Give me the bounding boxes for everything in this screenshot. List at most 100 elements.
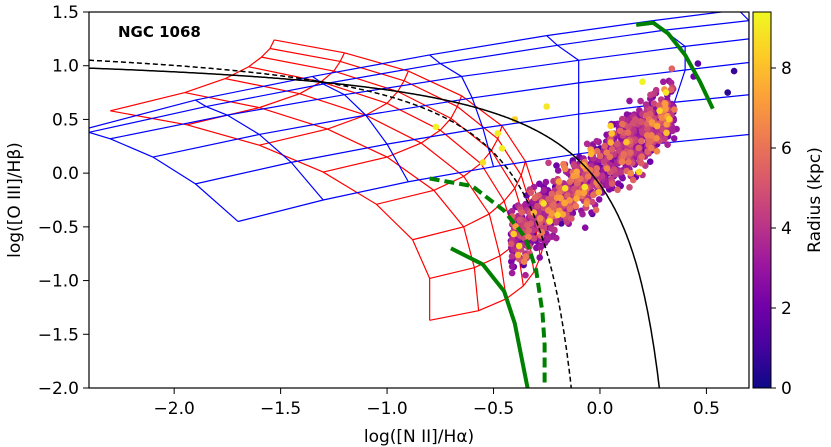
scatter-point: [627, 170, 635, 177]
scatter-point: [626, 184, 633, 191]
colorbar-tick-label: 8: [781, 59, 792, 79]
scatter-point: [557, 194, 564, 202]
scatter-point: [573, 168, 581, 176]
scatter-point: [581, 224, 589, 231]
plot-area: [89, 12, 749, 388]
scatter-point: [646, 158, 654, 165]
green-model-curve: [635, 20, 715, 110]
scatter-point: [608, 180, 616, 187]
scatter-point: [635, 144, 642, 152]
scatter-point: [573, 195, 580, 202]
scatter-point: [579, 210, 586, 218]
scatter-point: [670, 135, 678, 142]
colorbar-label: Radius (kpc): [805, 147, 825, 253]
y-axis-label: log([O III]/Hβ): [5, 142, 25, 258]
scatter-point: [508, 207, 516, 215]
colorbar-tick-label: 4: [781, 219, 792, 239]
scatter-point: [624, 129, 632, 136]
scatter-point: [730, 67, 738, 75]
scatter-point: [614, 186, 621, 194]
scatter-point: [639, 78, 646, 86]
scatter-point: [589, 198, 596, 206]
y-tick-label: 1.0: [52, 57, 79, 77]
scatter-point: [561, 185, 569, 192]
scatter-point: [525, 227, 533, 234]
scatter-point: [669, 127, 676, 135]
scatter-point: [637, 97, 644, 105]
scatter-point: [570, 162, 578, 169]
scatter-point: [635, 168, 643, 176]
scatter-point: [607, 139, 614, 146]
scatter-point: [566, 197, 573, 204]
scatter-point: [514, 251, 522, 259]
scatter-point: [614, 180, 622, 187]
y-tick-label: 0.5: [52, 110, 79, 130]
scatter-point: [617, 169, 624, 176]
scatter-point: [479, 159, 487, 166]
scatter-point: [508, 252, 516, 260]
scatter-point: [648, 144, 655, 152]
scatter-point: [608, 146, 616, 153]
scatter-point: [553, 234, 560, 242]
scatter-point: [546, 218, 553, 225]
scatter-point: [522, 271, 529, 279]
scatter-point: [548, 190, 556, 198]
scatter-point: [593, 137, 600, 145]
scatter-point: [595, 188, 603, 196]
scatter-point: [540, 187, 548, 194]
scatter-point: [494, 130, 502, 137]
blue-model-grid-line: [89, 128, 239, 222]
scatter-point: [432, 123, 440, 131]
red-model-grid-line: [248, 66, 524, 287]
y-tick-label: 0.0: [52, 164, 79, 184]
scatter-point: [632, 116, 639, 123]
scatter-point: [620, 150, 628, 158]
scatter-point: [518, 209, 526, 216]
colorbar-tick-label: 0: [781, 379, 792, 399]
scatter-point: [561, 199, 568, 207]
scatter-point: [623, 138, 630, 146]
colorbar: [752, 11, 772, 389]
scatter-point: [595, 196, 603, 203]
scatter-point: [508, 263, 516, 270]
scatter-point: [600, 158, 608, 165]
scatter-point: [525, 233, 532, 241]
red-model-grid-line: [186, 52, 346, 126]
scatter-point: [668, 65, 676, 72]
scatter-point: [593, 179, 600, 186]
scatter-point: [607, 122, 614, 130]
scatter-point: [516, 216, 523, 224]
scatter-point: [626, 97, 633, 105]
x-tick-label: −2.0: [154, 399, 195, 419]
scatter-point: [551, 226, 558, 234]
scatter-point: [555, 178, 563, 185]
scatter-point: [663, 129, 670, 137]
scatter-point: [603, 149, 610, 156]
y-tick-label: −2.0: [38, 379, 79, 399]
scatter-point: [662, 100, 669, 108]
scatter-point: [537, 243, 544, 251]
scatter-point: [656, 107, 663, 115]
scatter-point: [568, 215, 575, 222]
x-tick-label: −0.5: [473, 399, 514, 419]
y-tick-label: −0.5: [38, 218, 79, 238]
blue-model-grid-line: [195, 99, 324, 201]
blue-model-grid-line: [739, 12, 749, 135]
scatter-point: [637, 118, 645, 126]
scatter-point: [625, 158, 632, 166]
scatter-point: [650, 100, 658, 107]
scatter-point: [665, 115, 673, 123]
x-axis-label: log([N II]/Hα): [364, 427, 474, 447]
x-tick-label: −1.5: [260, 399, 301, 419]
scatter-point: [653, 148, 661, 155]
scatter-point: [515, 242, 523, 250]
kauffmann-line: [89, 59, 572, 388]
x-axis: −2.0 −1.5 −1.0 −0.5 0.0 0.5: [154, 388, 720, 419]
scatter-point: [583, 200, 590, 208]
scatter-point: [653, 135, 660, 142]
scatter-point: [559, 211, 567, 218]
scatter-point: [584, 173, 592, 180]
scatter-point: [671, 106, 678, 113]
scatter-point: [658, 114, 666, 121]
y-axis: −2.0 −1.5 −1.0 −0.5 0.0 0.5 1.0 1.5: [38, 3, 89, 399]
